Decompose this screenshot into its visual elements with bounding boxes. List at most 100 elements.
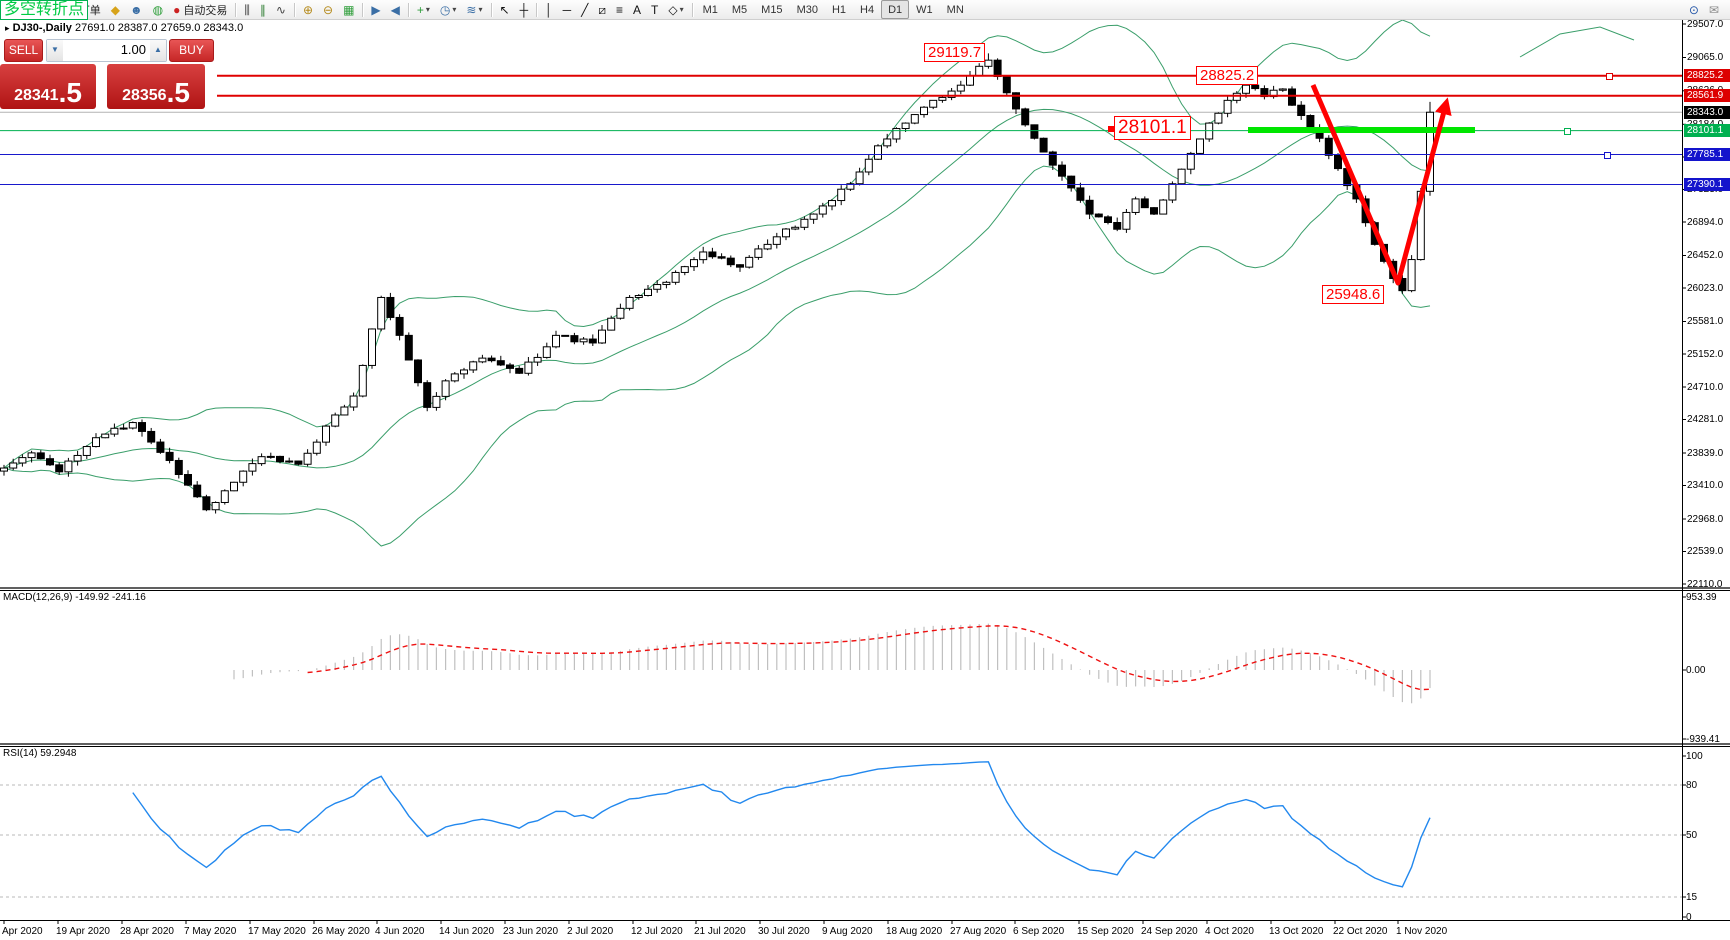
timeframe-m1[interactable]: M1 — [702, 3, 718, 16]
macd-label: MACD(12,26,9) -149.92 -241.16 — [3, 592, 146, 603]
text-icon: A — [632, 2, 641, 17]
price-tick-label: 22110.0 — [1687, 578, 1723, 590]
crosshair-button[interactable]: ┼ — [515, 0, 534, 19]
sell-price-box[interactable]: 28341 .5 — [0, 64, 96, 109]
timeframe-h1[interactable]: H1 — [831, 3, 847, 16]
toolbar-separator — [407, 2, 409, 17]
vline-button[interactable]: │ — [540, 0, 558, 19]
add-indicator-icon: + — [416, 2, 424, 17]
timeframe-d1[interactable]: D1 — [881, 0, 910, 19]
zoom-in-icon: ⊕ — [302, 2, 314, 17]
hline-button[interactable]: ─ — [558, 0, 577, 19]
support-highlight-bar[interactable] — [1248, 127, 1475, 133]
price-tick-label: 23410.0 — [1687, 480, 1724, 491]
buy-button[interactable]: BUY — [169, 39, 214, 62]
shapes-button[interactable]: ◇ ▾ — [663, 0, 688, 19]
profile-button[interactable]: ☻ — [125, 0, 148, 19]
dropdown-arrow-icon: ▾ — [425, 5, 430, 14]
sell-price-main: 28341 — [14, 87, 59, 104]
annotation-swing-high[interactable]: 29119.7 — [924, 43, 986, 63]
step-back-icon: ◀ — [390, 2, 400, 17]
price-tick-label: 22539.0 — [1687, 546, 1724, 557]
shapes-icon: ◇ — [668, 2, 678, 17]
channel-button[interactable]: ⧄ — [593, 0, 611, 19]
date-label: 13 Oct 2020 — [1269, 926, 1324, 937]
buy-price-frac: .5 — [166, 77, 190, 108]
macd-axis-label: -939.41 — [1686, 733, 1720, 745]
styles-button[interactable]: ◆ — [106, 0, 125, 19]
date-label: Apr 2020 — [2, 926, 43, 937]
zoom-in-button[interactable]: ⊕ — [298, 0, 318, 19]
volume-increase-button[interactable]: ▲ — [150, 40, 166, 61]
buy-price-box[interactable]: 28356 .5 — [107, 64, 205, 109]
profile-icon: ☻ — [129, 2, 143, 17]
collapse-arrow-icon[interactable]: ▸ — [5, 23, 10, 33]
price-tick-label: 25152.0 — [1687, 348, 1724, 360]
tile-windows-button[interactable]: ▦ — [338, 0, 359, 19]
object-handle[interactable] — [1603, 152, 1611, 159]
fibo-button[interactable]: ≡ — [611, 0, 628, 19]
candle-chart-button[interactable]: ∥ — [255, 0, 271, 19]
annotation-pivot[interactable]: 28101.1 — [1114, 116, 1191, 140]
price-tick-label: 26894.0 — [1687, 216, 1724, 228]
step-back-button[interactable]: ◀ — [386, 0, 405, 19]
signal-button[interactable]: ◍ — [148, 0, 168, 19]
trendline-icon: ╱ — [581, 2, 589, 17]
timeframe-mn[interactable]: MN — [946, 3, 964, 16]
bollinger-lower-band — [3, 165, 1431, 547]
date-label: 26 May 2020 — [312, 926, 370, 937]
annotation-resistance[interactable]: 28825.2 — [1196, 66, 1259, 86]
template-button[interactable]: ≋ ▾ — [461, 0, 487, 19]
line-chart-button[interactable]: ∿ — [271, 0, 291, 19]
timeframe-w1[interactable]: W1 — [916, 3, 933, 16]
date-label: 22 Oct 2020 — [1333, 926, 1388, 937]
zoom-out-button[interactable]: ⊖ — [318, 0, 338, 19]
volume-decrease-button[interactable]: ▼ — [47, 40, 63, 61]
cursor-icon: ↖ — [499, 2, 510, 17]
price-tick-label: 23839.0 — [1687, 447, 1724, 459]
label-button[interactable]: T — [646, 0, 663, 19]
toolbar: ▦⊙▤新订单◆☻◍●自动交易⫼∥∿⊕⊖▦▶◀+▾◷▾≋▾↖┼│─╱⧄≡AT◇▾M… — [0, 0, 1730, 20]
add-indicator-button[interactable]: + ▾ — [412, 0, 435, 19]
period-button[interactable]: ◷ ▾ — [435, 0, 462, 19]
price-tick-label: 22968.0 — [1687, 513, 1724, 525]
timeframe-m5[interactable]: M5 — [731, 3, 748, 16]
candles-layer — [0, 53, 1434, 514]
date-label: 7 May 2020 — [184, 926, 237, 937]
sell-button[interactable]: SELL — [4, 39, 43, 62]
object-handle[interactable] — [1563, 128, 1571, 136]
timeframe-m30[interactable]: M30 — [796, 3, 818, 16]
date-label: 17 May 2020 — [248, 926, 306, 937]
timeframe-h4[interactable]: H4 — [860, 3, 875, 16]
v-reversal-arrow[interactable] — [1310, 84, 1452, 286]
autotrade-button[interactable]: ● 自动交易 — [168, 0, 232, 19]
dropdown-arrow-icon: ▾ — [679, 5, 684, 14]
text-button[interactable]: A — [628, 0, 646, 19]
rsi-axis-label: 50 — [1686, 829, 1698, 841]
annotation-swing-low[interactable]: 25948.6 — [1322, 285, 1385, 305]
chat-button[interactable]: ✉ — [1704, 0, 1724, 19]
search-button[interactable]: ⊙ — [1684, 0, 1704, 19]
toolbar-separator — [293, 2, 295, 17]
fibo-icon: ≡ — [615, 2, 623, 17]
search-icon: ⊙ — [1688, 2, 1699, 17]
object-handle[interactable] — [1605, 73, 1613, 81]
volume-input[interactable]: 1.00 — [120, 42, 146, 57]
date-label: 6 Sep 2020 — [1013, 926, 1065, 937]
bollinger-middle-band — [3, 108, 1431, 469]
bar-chart-button[interactable]: ⫼ — [239, 0, 255, 19]
strategy-test-button[interactable]: ▶ — [366, 0, 385, 19]
price-tick-label: 24281.0 — [1687, 414, 1724, 425]
cursor-button[interactable]: ↖ — [495, 0, 515, 19]
autotrade-label: 自动交易 — [183, 4, 228, 17]
price-badge-28825.2: 28825.2 — [1684, 69, 1730, 83]
trendline-button[interactable]: ╱ — [576, 0, 593, 19]
annotation-turning-point[interactable]: 多空转折点 — [0, 0, 89, 21]
one-click-trade-panel: SELL ▼ 1.00 ▲ BUY 28341 .5 28356 .5 — [0, 33, 217, 109]
macd-axis-label: 0.00 — [1686, 664, 1706, 676]
price-tick-label: 26023.0 — [1687, 282, 1724, 294]
price-tick-label: 29507.0 — [1687, 18, 1724, 30]
timeframe-m15[interactable]: M15 — [761, 3, 783, 16]
